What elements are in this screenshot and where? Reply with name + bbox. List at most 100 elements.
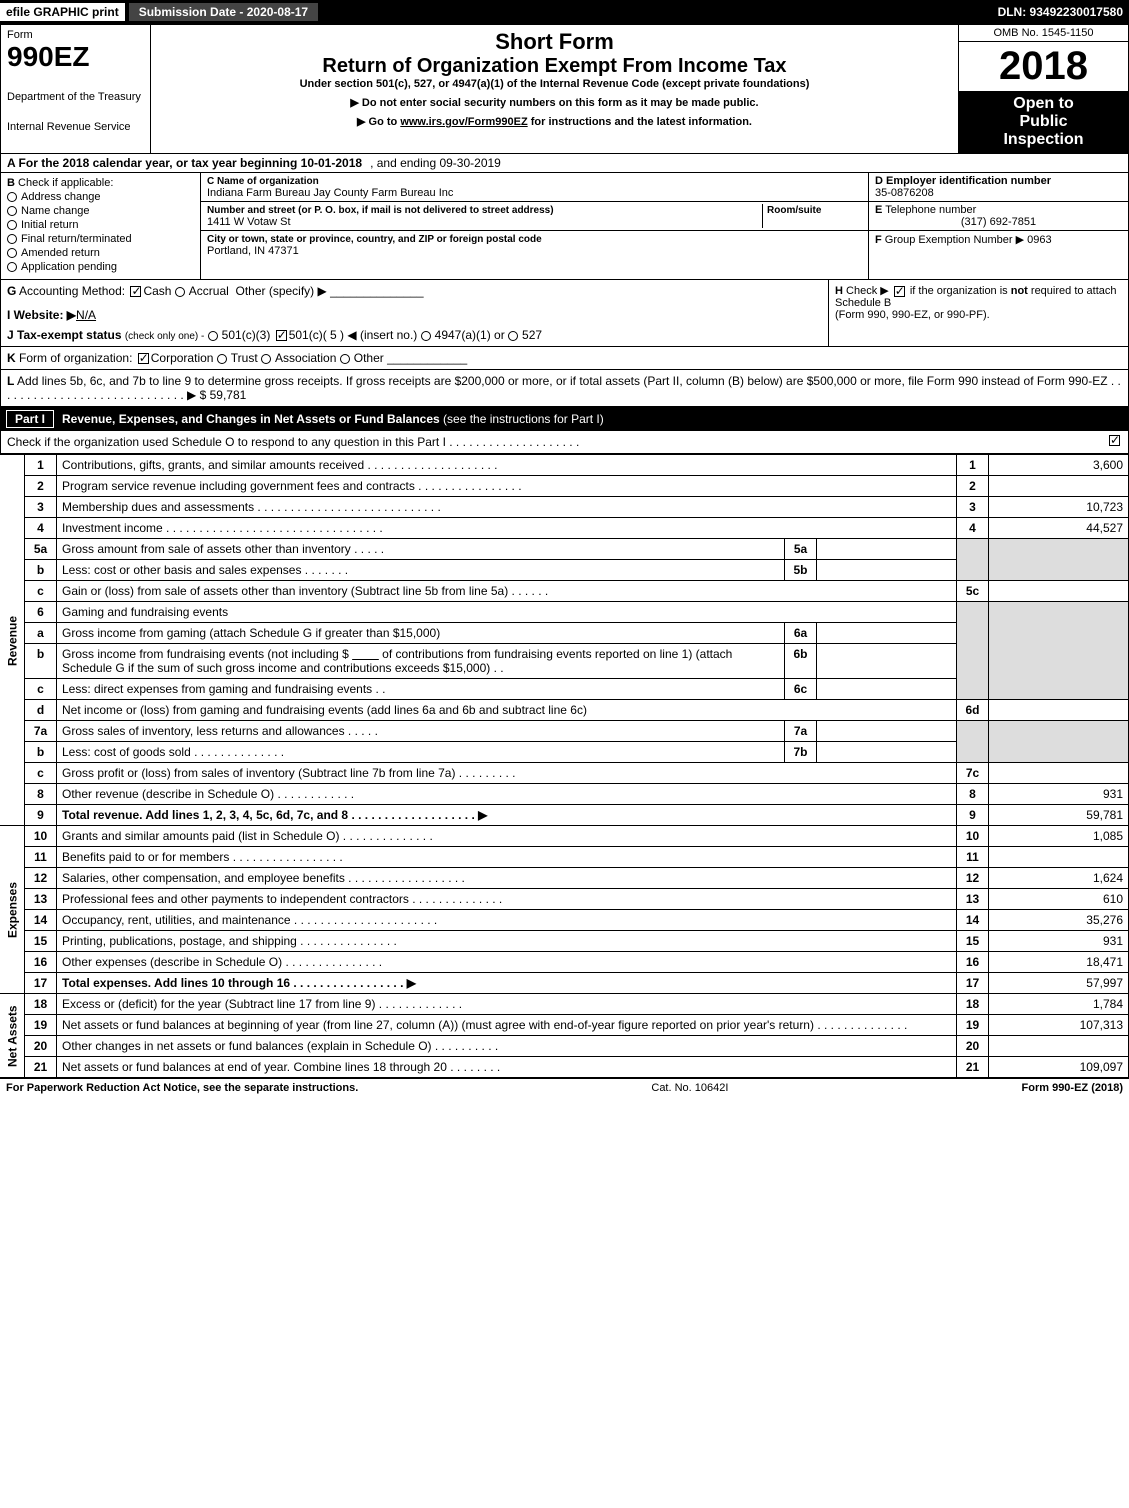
netassets-label: Net Assets	[0, 994, 25, 1078]
footer-form: Form 990-EZ (2018)	[1022, 1082, 1123, 1094]
checkbox-schedule-o	[1109, 435, 1120, 446]
open-line-1: Open to	[963, 95, 1124, 113]
form-title: Return of Organization Exempt From Incom…	[157, 55, 952, 78]
amt-21: 109,097	[989, 1057, 1129, 1078]
line-18: Net Assets 18Excess or (deficit) for the…	[0, 994, 1129, 1015]
b-check-label: Check if applicable:	[18, 177, 113, 189]
expenses-label: Expenses	[0, 826, 25, 994]
part-1-table: Revenue 1 Contributions, gifts, grants, …	[0, 454, 1129, 1078]
line-8: 8Other revenue (describe in Schedule O) …	[0, 784, 1129, 805]
circle-icon	[7, 234, 17, 244]
g-text: Accounting Method:	[19, 284, 125, 298]
dln: DLN: 93492230017580	[998, 5, 1129, 19]
e-phone-cell: E Telephone number (317) 692-7851	[869, 202, 1128, 231]
open-line-2: Public	[963, 113, 1124, 131]
amt-7c	[989, 763, 1129, 784]
section-def: D Employer identification number 35-0876…	[868, 173, 1128, 279]
amt-3: 10,723	[989, 497, 1129, 518]
phone-value: (317) 692-7851	[875, 216, 1122, 228]
c-addr-cell: Number and street (or P. O. box, if mail…	[201, 202, 868, 231]
org-name: Indiana Farm Bureau Jay County Farm Bure…	[207, 187, 453, 199]
amt-8: 931	[989, 784, 1129, 805]
group-value: ▶ 0963	[1016, 234, 1052, 246]
chk-amended: Amended return	[7, 247, 194, 259]
form-number: 990EZ	[7, 41, 144, 73]
row-a-tax-year: A For the 2018 calendar year, or tax yea…	[0, 154, 1129, 173]
form-header: Form 990EZ Department of the Treasury In…	[0, 24, 1129, 154]
b-label: B	[7, 177, 15, 189]
header-mid: Short Form Return of Organization Exempt…	[151, 25, 958, 153]
part-1-header: Part I Revenue, Expenses, and Changes in…	[0, 407, 1129, 431]
line-7a: 7aGross sales of inventory, less returns…	[0, 721, 1129, 742]
amt-6d	[989, 700, 1129, 721]
header-left: Form 990EZ Department of the Treasury In…	[1, 25, 151, 153]
l-text: Add lines 5b, 6c, and 7b to line 9 to de…	[7, 374, 1121, 402]
f-text: Group Exemption Number	[885, 234, 1013, 246]
topbar: efile GRAPHIC print Submission Date - 20…	[0, 0, 1129, 24]
f-group-cell: F Group Exemption Number ▶ 0963	[869, 231, 1128, 248]
c-room-label: Room/suite	[767, 205, 821, 216]
submission-date: Submission Date - 2020-08-17	[129, 3, 318, 21]
f-label: F	[875, 234, 882, 246]
chk-initial: Initial return	[7, 219, 194, 231]
line-7c: cGross profit or (loss) from sales of in…	[0, 763, 1129, 784]
part-1-sub: (see the instructions for Part I)	[443, 412, 604, 426]
page-footer: For Paperwork Reduction Act Notice, see …	[0, 1078, 1129, 1097]
part-1-check: Check if the organization used Schedule …	[0, 431, 1129, 454]
amt-2	[989, 476, 1129, 497]
org-city: Portland, IN 47371	[207, 245, 299, 257]
instructions-link[interactable]: www.irs.gov/Form990EZ	[400, 116, 527, 128]
line-11: 11Benefits paid to or for members . . . …	[0, 847, 1129, 868]
l-label: L	[7, 374, 14, 388]
ein-value: 35-0876208	[875, 187, 934, 199]
row-l: L Add lines 5b, 6c, and 7b to line 9 to …	[0, 370, 1129, 407]
circle-icon	[175, 287, 185, 297]
instruction-2: ▶ Go to www.irs.gov/Form990EZ for instru…	[157, 115, 952, 128]
footer-left: For Paperwork Reduction Act Notice, see …	[6, 1082, 358, 1094]
row-j: J Tax-exempt status (check only one) - 5…	[7, 328, 822, 342]
circle-icon	[7, 248, 17, 258]
circle-icon	[261, 354, 271, 364]
c-city-label: City or town, state or province, country…	[207, 234, 542, 245]
amt-18: 1,784	[989, 994, 1129, 1015]
open-to-public: Open to Public Inspection	[959, 91, 1128, 153]
line-21: 21Net assets or fund balances at end of …	[0, 1057, 1129, 1078]
h-not: not	[1011, 285, 1028, 297]
c-label: C	[207, 176, 214, 187]
row-i: I Website: ▶N/A	[7, 308, 822, 322]
chk-final: Final return/terminated	[7, 233, 194, 245]
circle-icon	[7, 220, 17, 230]
amt-14: 35,276	[989, 910, 1129, 931]
line-19: 19Net assets or fund balances at beginni…	[0, 1015, 1129, 1036]
amt-4: 44,527	[989, 518, 1129, 539]
efile-suffix: print	[92, 5, 119, 19]
amt-12: 1,624	[989, 868, 1129, 889]
circle-icon	[421, 331, 431, 341]
i-label: I Website: ▶	[7, 308, 76, 322]
circle-icon	[7, 262, 17, 272]
row-k: K Form of organization: Corporation Trus…	[0, 347, 1129, 370]
line-5c: cGain or (loss) from sale of assets othe…	[0, 581, 1129, 602]
h-text4: (Form 990, 990-EZ, or 990-PF).	[835, 309, 990, 321]
section-c: C Name of organization Indiana Farm Bure…	[201, 173, 868, 279]
j-small: (check only one) -	[125, 331, 204, 342]
c-name-cell: C Name of organization Indiana Farm Bure…	[201, 173, 868, 202]
part-1-label: Part I	[6, 410, 54, 428]
h-label: H	[835, 285, 843, 297]
chk-address: Address change	[7, 191, 194, 203]
circle-icon	[340, 354, 350, 364]
c-city-cell: City or town, state or province, country…	[201, 231, 868, 259]
efile-prefix: efile	[6, 5, 33, 19]
circle-icon	[7, 206, 17, 216]
line-16: 16Other expenses (describe in Schedule O…	[0, 952, 1129, 973]
circle-icon	[217, 354, 227, 364]
circle-icon	[7, 192, 17, 202]
instruction-1: ▶ Do not enter social security numbers o…	[157, 96, 952, 109]
form-subtitle: Under section 501(c), 527, or 4947(a)(1)…	[157, 78, 952, 90]
k-text: Form of organization:	[19, 351, 132, 365]
amt-10: 1,085	[989, 826, 1129, 847]
d-label: D Employer identification number	[875, 175, 1051, 187]
form-word: Form	[7, 29, 144, 41]
org-address: 1411 W Votaw St	[207, 216, 291, 228]
line-13: 13Professional fees and other payments t…	[0, 889, 1129, 910]
